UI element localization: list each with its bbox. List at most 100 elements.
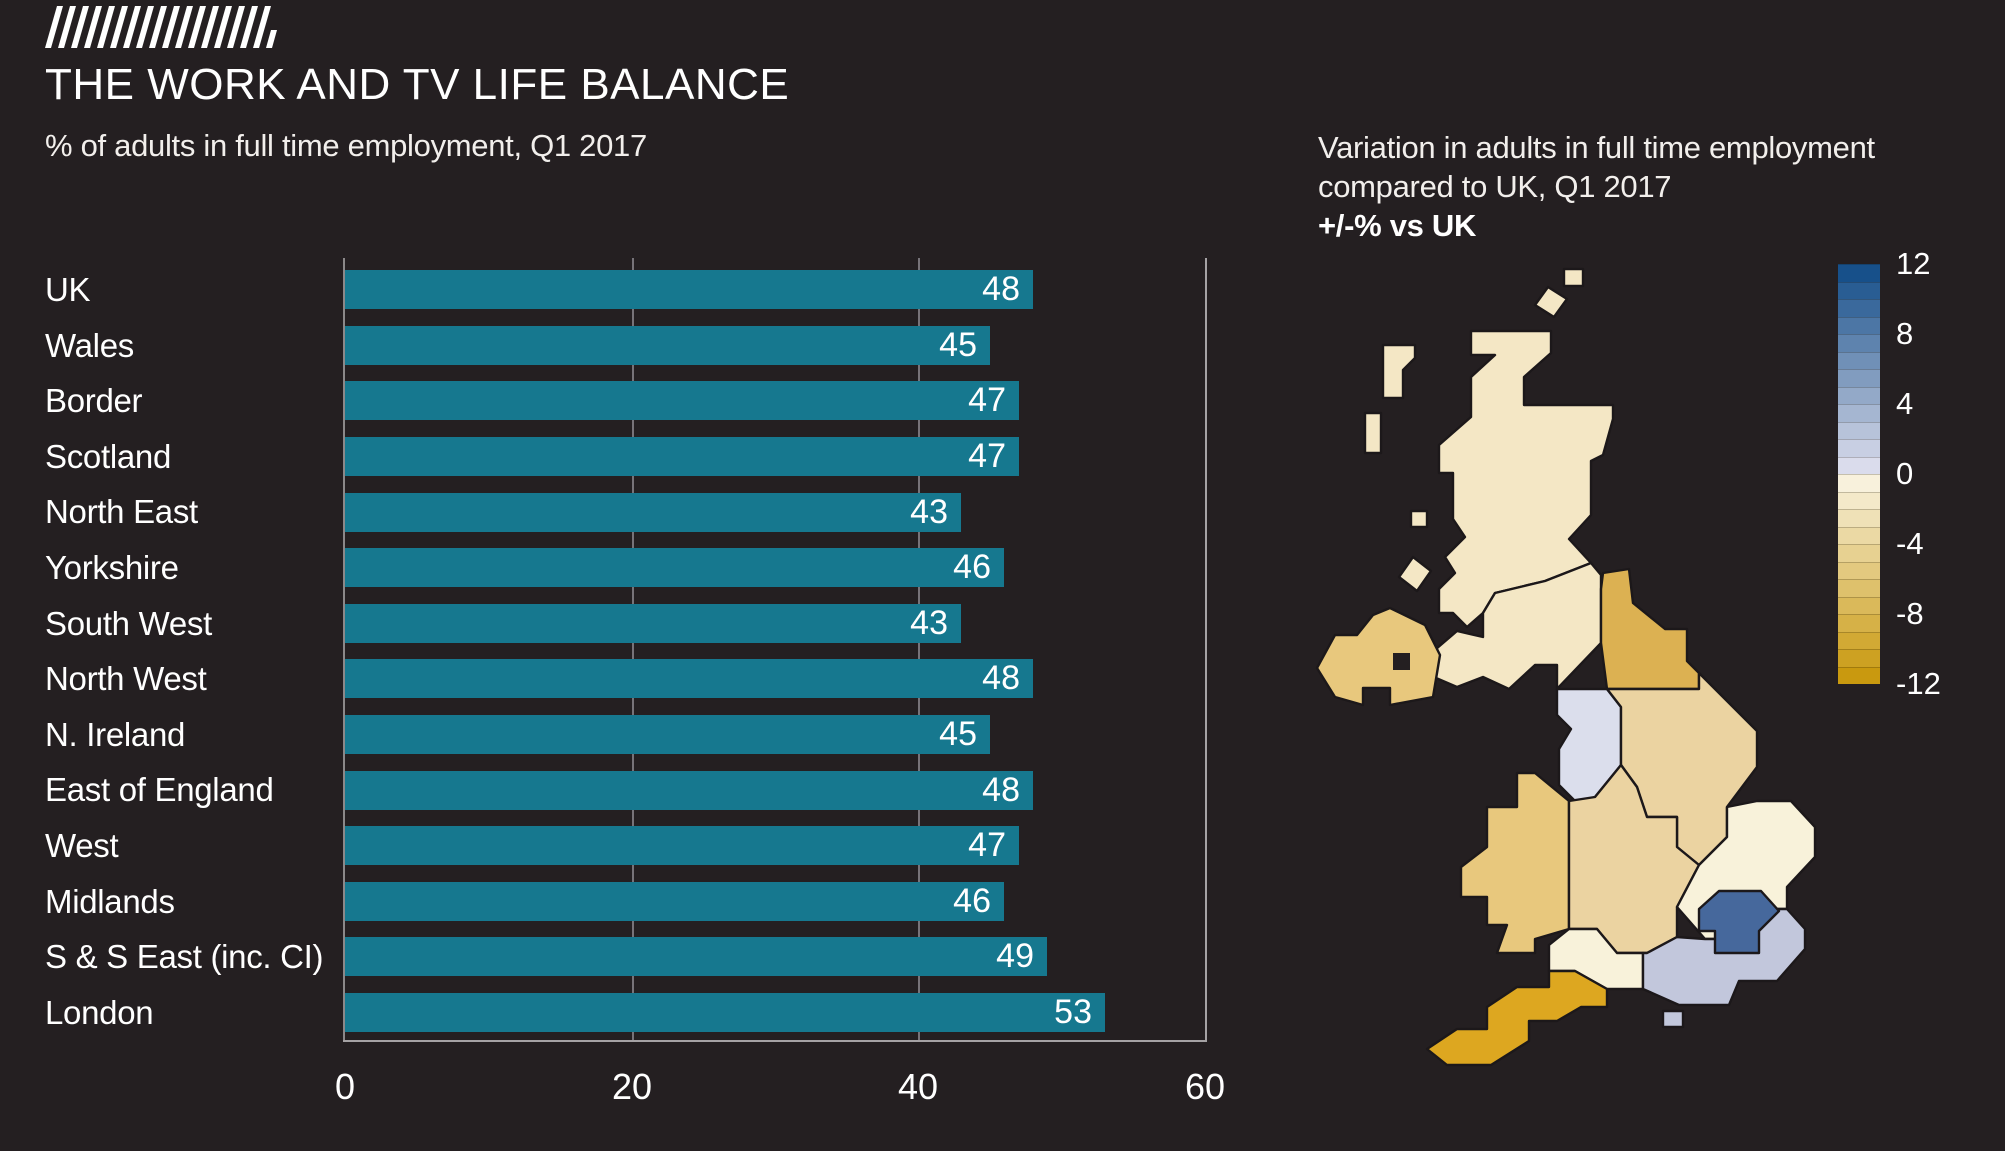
hatch-stripe [110, 6, 128, 48]
hatch-stripe [136, 6, 154, 48]
map-region-border: Border [1427, 561, 1603, 691]
bar-row: N. Ireland 45 [0, 707, 1210, 763]
hatch-stripe [71, 6, 89, 48]
category-label: Border [45, 382, 143, 420]
gridline [632, 258, 634, 1040]
bar-row: North East 43 [0, 484, 1210, 540]
legend-segment [1838, 386, 1880, 404]
category-label: East of England [45, 771, 274, 809]
legend-segment [1838, 404, 1880, 422]
legend-segment [1838, 544, 1880, 562]
hatch-stripe [123, 6, 141, 48]
category-label: Midlands [45, 882, 175, 920]
bar: 48 [345, 270, 1033, 310]
legend-tick-label: 0 [1896, 456, 1914, 491]
bar: 45 [345, 715, 990, 755]
bar: 53 [345, 993, 1105, 1033]
map-region-nireland: N. Ireland [1315, 606, 1442, 707]
bar-value-label: 43 [910, 492, 948, 531]
hatch-logo [45, 6, 277, 48]
category-label: London [45, 993, 154, 1031]
legend-segment [1838, 369, 1880, 387]
legend-segment [1838, 334, 1880, 352]
bar-value-label: 49 [996, 937, 1034, 976]
y-axis-line [343, 258, 345, 1042]
hatch-stripe [266, 30, 277, 48]
bar-row: Yorkshire 46 [0, 540, 1210, 596]
bar: 46 [345, 881, 1004, 921]
map-region-hebrides-south: Inner Hebrides [1409, 509, 1429, 529]
category-label: West [45, 827, 119, 864]
legend-tick-label: -4 [1896, 526, 1924, 561]
hatch-stripe [45, 6, 63, 48]
legend-tick-label: -8 [1896, 596, 1924, 631]
legend-segment [1838, 299, 1880, 317]
legend-segment [1838, 491, 1880, 509]
bar: 45 [345, 325, 990, 365]
chart-subtitle: % of adults in full time employment, Q1 … [45, 128, 647, 163]
bar-value-label: 46 [953, 881, 991, 920]
map-unit-label: +/-% vs UK [1318, 208, 1477, 243]
legend-segment [1838, 596, 1880, 614]
legend-tick-label: 12 [1896, 246, 1931, 281]
hatch-stripe [175, 6, 193, 48]
x-tick-label: 20 [611, 1066, 653, 1107]
x-tick-label: 0 [334, 1066, 356, 1107]
map-region-northeast: North East [1599, 567, 1701, 691]
bar-value-label: 46 [953, 548, 991, 587]
hatch-stripe [214, 6, 232, 48]
category-label: UK [45, 271, 91, 308]
hatch-stripe [253, 6, 271, 48]
bar-row: Scotland 47 [0, 429, 1210, 485]
bar-value-label: 47 [968, 381, 1006, 420]
bar: 49 [345, 937, 1047, 977]
category-label: North West [45, 660, 207, 698]
bar-value-label: 47 [968, 826, 1006, 865]
map-region-hebrides-north: Outer Hebrides north [1381, 343, 1417, 400]
hatch-stripe [97, 6, 115, 48]
legend-segment [1838, 666, 1880, 684]
bar: 48 [345, 659, 1033, 699]
bar-value-label: 53 [1054, 993, 1092, 1032]
bar-row: Border 47 [0, 373, 1210, 429]
category-label: South West [45, 604, 212, 642]
hatch-stripe [240, 6, 258, 48]
legend-segment [1838, 264, 1880, 282]
bar: 47 [345, 381, 1019, 421]
bar-row: S & S East (inc. CI) 49 [0, 929, 1210, 985]
map-region-southwest: South West [1425, 969, 1609, 1067]
map-region-london: London [1697, 889, 1781, 955]
map-title-line1: Variation in adults in full time employm… [1318, 130, 1875, 165]
bar-value-label: 47 [968, 437, 1006, 476]
hatch-stripe [58, 6, 76, 48]
category-label: North East [45, 493, 198, 531]
legend-segment [1838, 439, 1880, 457]
bar-row: West 47 [0, 818, 1210, 874]
legend-segment [1838, 421, 1880, 439]
map-region-shetland-square: Shetland Isles [1562, 267, 1585, 288]
legend-segment [1838, 474, 1880, 492]
x-tick-label: 60 [1184, 1066, 1226, 1107]
bar-row: South West 43 [0, 596, 1210, 652]
bar: 43 [345, 603, 961, 643]
page-title: THE WORK AND TV LIFE BALANCE [45, 60, 790, 109]
gridline [918, 258, 920, 1040]
category-label: Scotland [45, 437, 172, 475]
legend-segment [1838, 509, 1880, 527]
legend-tick-label: -12 [1896, 666, 1941, 701]
uk-region-map: Scotland Shetland IslesOrkney Isles Outer … [1315, 267, 1817, 1067]
bar: 48 [345, 770, 1033, 810]
bar-row: East of England 48 [0, 762, 1210, 818]
map-region-wales: Wales [1459, 771, 1571, 955]
map-region-hebrides-mid: Outer Hebrides mid [1363, 411, 1383, 455]
category-label: Wales [45, 326, 134, 364]
legend-segment [1838, 631, 1880, 649]
bar-row: Wales 45 [0, 318, 1210, 374]
map-region-scotland: Scotland [1437, 329, 1615, 629]
hatch-stripe [84, 6, 102, 48]
legend-segment [1838, 561, 1880, 579]
hatch-stripe [149, 6, 167, 48]
legend-tick-label: 8 [1896, 316, 1914, 351]
bar-value-label: 48 [982, 659, 1020, 698]
map-title-line2: compared to UK, Q1 2017 [1318, 169, 1672, 204]
